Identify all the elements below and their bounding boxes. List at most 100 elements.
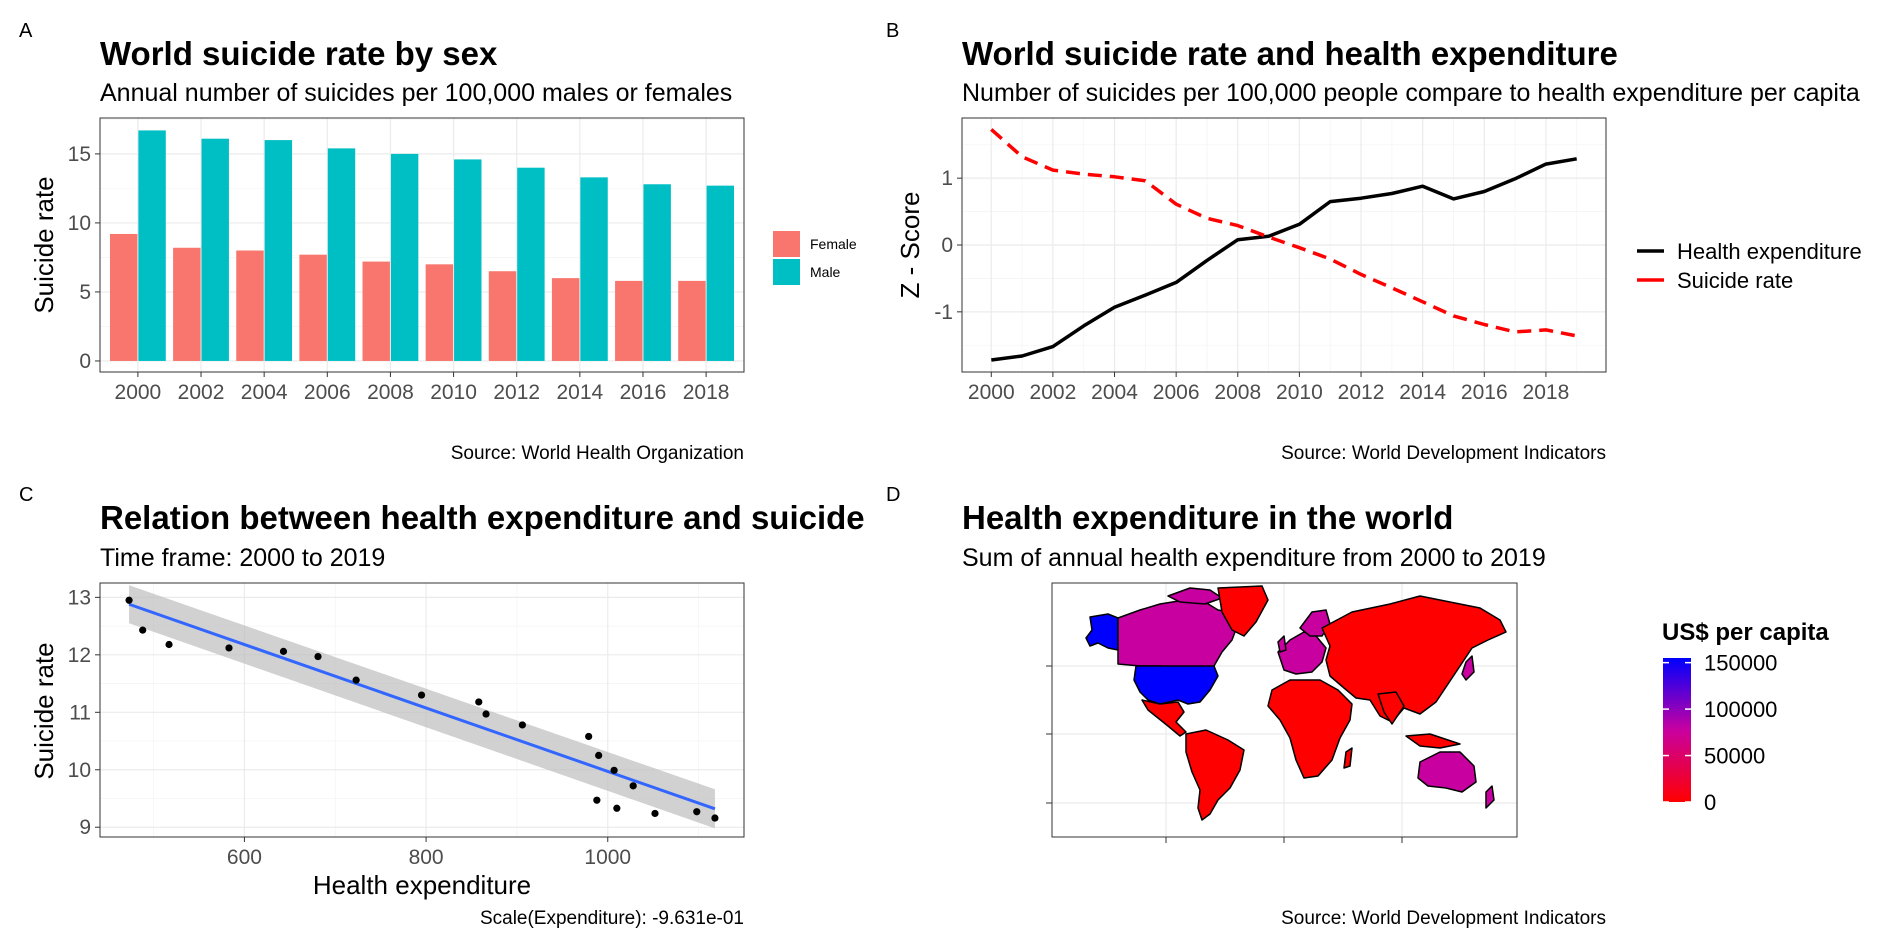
panel-a-xtick-label: 2010 (430, 381, 477, 404)
map-japan (1461, 655, 1475, 681)
panel-c-fit (128, 585, 716, 829)
panel-tag-d: D (886, 484, 900, 506)
panel-tag-c: C (19, 484, 33, 506)
map-alaska (1085, 613, 1119, 651)
map-africa (1267, 679, 1353, 779)
panel-b-lines (990, 128, 1578, 362)
bar-male-2018 (706, 185, 735, 361)
panel-a-y-title: Suicide rate (29, 176, 59, 313)
bar-male-2014 (580, 177, 608, 361)
panel-c-x-ticks: 600 800 1000 (227, 837, 631, 869)
panel-b-xtick-label: 2002 (1030, 381, 1077, 404)
map-legend-title: US$ per capita (1662, 619, 1829, 646)
panel-c-y-ticks: 9 10 11 12 13 (68, 586, 100, 839)
map-asia (1321, 595, 1507, 723)
panel-b-xtick-label: 2016 (1461, 381, 1508, 404)
panel-a-xtick-label: 2008 (367, 381, 414, 404)
panel-a-xtick-label: 2002 (178, 381, 225, 404)
panel-a-border (99, 117, 745, 373)
bar-male-2002 (201, 138, 229, 361)
scatter-point (125, 596, 133, 604)
panel-a-ytick-label: 5 (79, 281, 91, 304)
legend-male-label: Male (810, 264, 841, 280)
scatter-point (352, 676, 360, 684)
line-suicide-rate (990, 128, 1578, 338)
map-legend-tick-label: 50000 (1704, 744, 1765, 769)
panel-a-xtick-label: 2006 (304, 381, 351, 404)
map-countries (1085, 585, 1507, 821)
panel-a-ytick-label: 10 (68, 212, 91, 235)
world-map (1046, 582, 1518, 843)
scatter-point (139, 626, 147, 634)
panel-c-xtick-label: 800 (409, 846, 444, 869)
map-greenland (1217, 585, 1269, 637)
map-south-america (1185, 729, 1245, 821)
panel-b-subtitle: Number of suicides per 100,000 people co… (962, 79, 1860, 107)
panel-b-xtick-label: 2018 (1523, 381, 1570, 404)
panel-a-subtitle: Annual number of suicides per 100,000 ma… (100, 79, 732, 107)
panel-c-caption: Scale(Expenditure): -9.631e-01 (480, 908, 744, 929)
bar-female-2016 (615, 280, 643, 361)
legend-female-label: Female (810, 236, 857, 252)
panel-a-xtick-label: 2004 (241, 381, 288, 404)
panel-c: C Relation between health expenditure an… (19, 484, 865, 929)
panel-a-caption: Source: World Health Organization (451, 443, 744, 464)
map-mexico (1141, 699, 1187, 737)
panel-b-xtick-label: 2006 (1153, 381, 1200, 404)
map-europe (1277, 631, 1327, 675)
panel-c-ytick-label: 13 (68, 586, 91, 609)
map-usa (1133, 665, 1219, 705)
panel-c-ytick-label: 9 (79, 816, 91, 839)
map-india (1377, 691, 1405, 725)
map-legend-tick-label: 150000 (1704, 651, 1777, 676)
panel-c-xtick-label: 600 (227, 846, 262, 869)
panel-c-xtick-label: 1000 (584, 846, 631, 869)
panel-b-xtick-label: 2010 (1276, 381, 1323, 404)
fit-line (128, 602, 716, 811)
bar-female-2002 (173, 247, 201, 361)
bar-male-2008 (390, 153, 419, 361)
panel-b-xtick-label: 2014 (1399, 381, 1446, 404)
bar-male-2012 (517, 167, 545, 361)
bar-male-2006 (327, 148, 356, 361)
panel-b-ytick-label: 0 (941, 234, 953, 257)
panel-c-subtitle: Time frame: 2000 to 2019 (100, 544, 385, 572)
bar-female-2004 (236, 250, 264, 361)
scatter-point (314, 652, 322, 661)
legend-suicide-label: Suicide rate (1677, 268, 1793, 293)
bar-female-2014 (551, 278, 580, 361)
panel-a-title: World suicide rate by sex (100, 35, 498, 72)
scatter-point (711, 814, 719, 822)
scatter-point (482, 710, 490, 718)
scatter-point (610, 766, 618, 774)
panel-b-legend: Health expenditure Suicide rate (1637, 239, 1862, 293)
map-legend-colorbar (1663, 658, 1691, 802)
panel-a-x-ticks: 2000 2002 2004 2006 2008 2010 2012 2014 2016 2018 (115, 372, 729, 404)
panel-d-legend: US$ per capita 0 50000 100000 150000 (1662, 619, 1829, 815)
panel-tag-a: A (19, 20, 33, 42)
scatter-point (629, 782, 637, 790)
panel-b-y-title: Z - Score (895, 192, 925, 299)
panel-d-title: Health expenditure in the world (962, 499, 1453, 536)
scatter-point (651, 809, 659, 818)
bar-male-2016 (643, 184, 671, 361)
map-australia (1417, 751, 1477, 793)
panel-b-ytick-label: 1 (941, 167, 953, 190)
scatter-point (225, 644, 233, 652)
map-new-zealand (1485, 785, 1495, 809)
map-uk (1277, 635, 1287, 653)
scatter-point (279, 647, 288, 655)
legend-health-label: Health expenditure (1677, 239, 1862, 264)
bar-female-2006 (299, 254, 327, 361)
map-madagascar (1343, 747, 1353, 769)
panel-b-xtick-label: 2012 (1338, 381, 1385, 404)
panel-c-ytick-label: 11 (69, 701, 91, 724)
bar-male-2010 (454, 159, 482, 361)
map-legend-ticks: 0 50000 100000 150000 (1663, 651, 1777, 815)
panel-d-caption: Source: World Development Indicators (1281, 908, 1606, 929)
panel-b-xtick-label: 2004 (1091, 381, 1138, 404)
panel-b-title: World suicide rate and health expenditur… (962, 35, 1618, 72)
legend-male-key (773, 259, 800, 285)
bar-female-2010 (425, 264, 454, 361)
